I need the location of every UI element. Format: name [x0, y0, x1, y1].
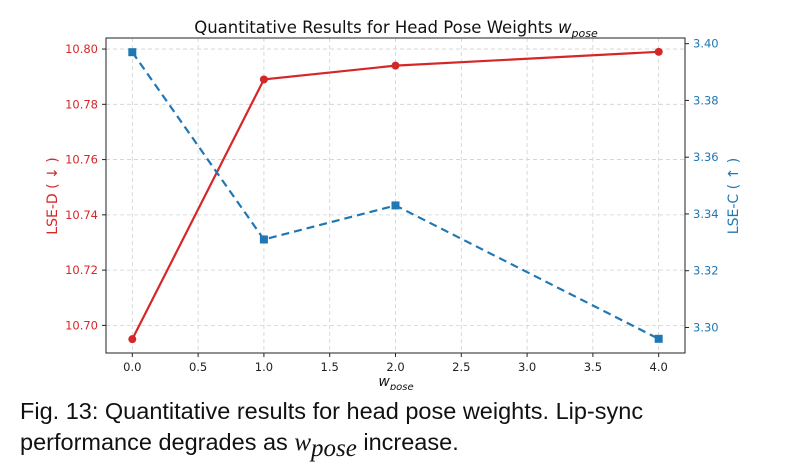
figure-caption: Fig. 13: Quantitative results for head p… — [20, 396, 770, 467]
caption-math-sub: pose — [311, 434, 357, 462]
y-tick-label-left: 10.72 — [65, 263, 98, 277]
x-tick-label: 1.0 — [255, 360, 273, 374]
x-tick-label: 1.5 — [321, 360, 339, 374]
y-tick-label-right: 3.40 — [693, 37, 719, 51]
point-lse-d — [654, 47, 663, 56]
grid — [106, 38, 685, 353]
x-tick-label: 0.0 — [123, 360, 141, 374]
point-lse-d — [391, 61, 400, 70]
point-lse-d — [259, 75, 268, 84]
x-tick-label: 2.5 — [452, 360, 470, 374]
x-tick-label: 3.5 — [584, 360, 602, 374]
caption-math: w — [294, 429, 312, 456]
y-tick-label-left: 10.80 — [65, 42, 98, 56]
series-line-lse-c — [131, 51, 660, 340]
y-tick-label-right: 3.36 — [693, 150, 719, 164]
y-axis-label-left: LSE-D ( ↓ ) — [45, 157, 61, 234]
point-lse-d — [128, 335, 137, 344]
y-tick-label-right: 3.34 — [693, 207, 719, 221]
point-lse-c — [391, 201, 400, 210]
y-tick-label-left: 10.76 — [65, 153, 98, 167]
y-tick-label-left: 10.70 — [65, 318, 98, 332]
y-tick-label-left: 10.74 — [65, 208, 98, 222]
series-line-lse-d — [131, 50, 659, 340]
y-tick-label-right: 3.38 — [693, 93, 719, 107]
x-tick-label: 3.0 — [518, 360, 536, 374]
caption-suffix: increase. — [363, 429, 459, 455]
caption-text: Fig. 13: Quantitative results for head p… — [20, 398, 644, 455]
x-tick-label: 2.0 — [386, 360, 404, 374]
y-axis-label-right: LSE-C ( ↑ ) — [726, 158, 742, 234]
x-axis-label: wpose — [378, 374, 413, 390]
point-lse-c — [128, 48, 137, 57]
chart-title: Quantitative Results for Head Pose Weigh… — [194, 18, 598, 40]
point-lse-c — [654, 334, 663, 343]
chart: Quantitative Results for Head Pose Weigh… — [45, 18, 742, 390]
y-tick-label-right: 3.32 — [693, 264, 719, 278]
point-lse-c — [259, 235, 268, 244]
y-tick-label-left: 10.78 — [65, 97, 98, 111]
x-tick-label: 4.0 — [650, 360, 668, 374]
y-tick-label-right: 3.30 — [693, 320, 719, 334]
x-tick-label: 0.5 — [189, 360, 207, 374]
